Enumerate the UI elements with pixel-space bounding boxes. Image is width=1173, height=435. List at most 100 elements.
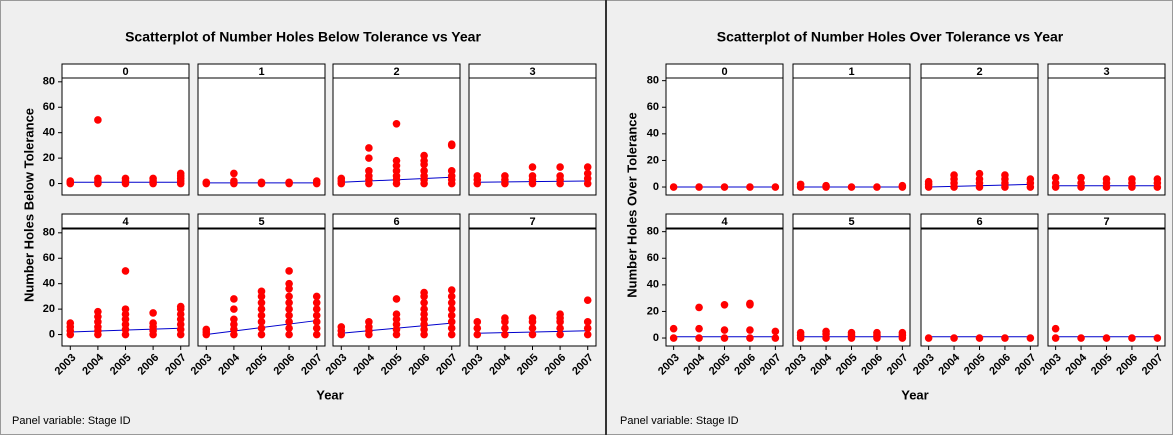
y-tick-label: 60 [647, 252, 659, 264]
point [501, 330, 509, 339]
panel [792, 77, 911, 196]
y-tick-label: 20 [43, 303, 55, 315]
point [312, 298, 321, 307]
point [1153, 334, 1162, 342]
point [669, 324, 678, 333]
y-tick-label: 60 [43, 252, 55, 264]
point [1051, 173, 1060, 182]
point [695, 183, 703, 191]
point [847, 328, 856, 337]
point [285, 279, 293, 288]
strip [792, 213, 911, 229]
point [771, 327, 780, 336]
point [583, 169, 592, 178]
point [746, 299, 754, 308]
point [365, 318, 373, 326]
point [447, 330, 456, 339]
point [447, 292, 456, 301]
panel-label: 4 [122, 216, 129, 228]
point [312, 311, 321, 320]
point [1001, 334, 1009, 342]
point [950, 171, 958, 179]
point [257, 178, 266, 187]
point [121, 305, 130, 313]
panel [920, 228, 1039, 347]
y-tick-label: 40 [43, 127, 55, 139]
panel-label: 3 [529, 66, 535, 78]
point [583, 296, 592, 305]
y-tick-label: 0 [653, 332, 659, 344]
point [285, 267, 293, 275]
point [528, 324, 537, 332]
strip [920, 213, 1039, 229]
strip [468, 213, 597, 229]
point [924, 177, 933, 186]
point [312, 324, 321, 332]
point [121, 267, 130, 275]
point [583, 318, 592, 326]
point [556, 163, 564, 171]
point [420, 288, 428, 297]
point [202, 178, 211, 187]
point [230, 169, 238, 178]
y-tick-label: 40 [647, 279, 659, 291]
point [746, 183, 754, 191]
y-tick-label: 60 [647, 101, 659, 113]
point [149, 309, 157, 317]
point [66, 177, 75, 185]
point [312, 330, 321, 339]
point [528, 314, 537, 322]
y-axis-label: Number Holes Over Tolerance [624, 112, 639, 297]
panel-label: 6 [393, 216, 399, 228]
point [312, 318, 321, 326]
point [720, 326, 729, 334]
point [392, 119, 401, 128]
point [285, 318, 293, 326]
point [94, 116, 102, 124]
chart-title: Scatterplot of Number Holes Below Tolera… [125, 29, 481, 45]
point [230, 305, 238, 313]
panel-label: 7 [1103, 216, 1109, 228]
point [720, 183, 729, 191]
point [447, 298, 456, 307]
point [501, 324, 509, 332]
point [257, 330, 266, 339]
point [924, 334, 933, 342]
point [473, 172, 482, 180]
panel-label: 4 [721, 216, 728, 228]
point [337, 174, 346, 183]
point [1128, 334, 1136, 342]
panel [665, 77, 784, 196]
y-tick-label: 0 [49, 177, 55, 189]
panel-label: 6 [976, 216, 982, 228]
x-axis-label: Year [901, 387, 928, 402]
panel-label: 5 [258, 216, 264, 228]
point [1026, 334, 1035, 342]
strip [61, 213, 190, 229]
point [583, 163, 592, 171]
point [257, 311, 266, 320]
panel-label: 7 [529, 216, 535, 228]
point [695, 303, 703, 312]
point [420, 151, 428, 160]
point [447, 324, 456, 332]
point [873, 183, 881, 191]
point [556, 330, 564, 339]
y-axis-label: Number Holes Below Tolerance [21, 108, 36, 302]
point [285, 330, 293, 339]
point [257, 287, 266, 296]
point [257, 318, 266, 326]
point [771, 334, 780, 342]
panel-label: 5 [848, 216, 854, 228]
point [746, 326, 754, 334]
panel [792, 228, 911, 347]
point [556, 324, 564, 332]
point [1102, 175, 1111, 183]
point [1026, 175, 1035, 183]
point [420, 167, 428, 175]
point [392, 295, 401, 303]
point [94, 174, 102, 183]
point [695, 334, 703, 342]
point [285, 292, 293, 301]
point [473, 318, 482, 326]
